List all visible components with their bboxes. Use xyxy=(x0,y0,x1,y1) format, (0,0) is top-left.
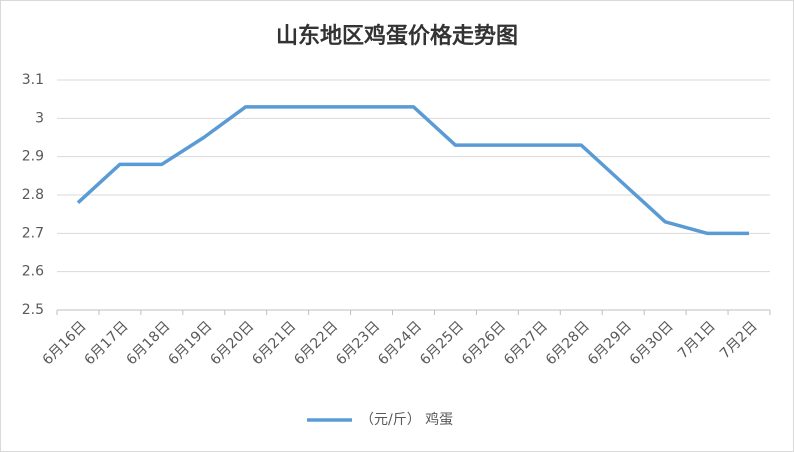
legend-label: （元/斤） 鸡蛋 xyxy=(360,411,453,428)
y-tick-label: 2.6 xyxy=(22,264,44,280)
y-tick-label: 2.9 xyxy=(22,149,44,165)
y-tick-label: 2.5 xyxy=(22,302,44,318)
y-tick-label: 3.1 xyxy=(22,72,44,88)
chart-title: 山东地区鸡蛋价格走势图 xyxy=(276,23,518,49)
y-tick-label: 2.8 xyxy=(22,187,44,203)
y-tick-label: 3 xyxy=(35,110,44,126)
y-tick-label: 2.7 xyxy=(22,225,44,241)
data-line xyxy=(76,105,750,236)
